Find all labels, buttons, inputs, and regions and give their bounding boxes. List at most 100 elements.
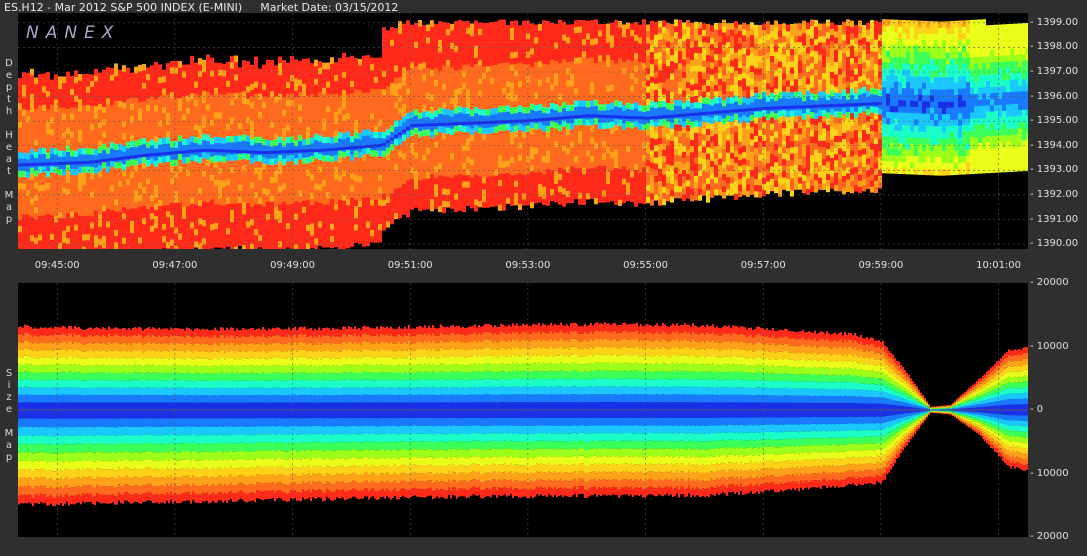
depth-cell	[442, 34, 446, 42]
depth-cell	[282, 195, 286, 202]
depth-cell	[342, 132, 346, 140]
depth-cell	[530, 189, 534, 196]
depth-cell	[250, 224, 254, 232]
depth-cell	[650, 162, 654, 169]
depth-cell	[242, 232, 246, 240]
depth-cell	[118, 88, 122, 95]
depth-cell	[186, 125, 190, 133]
depth-cell	[590, 192, 594, 199]
depth-cell	[414, 151, 418, 159]
depth-cell	[410, 178, 414, 186]
depth-cell	[562, 169, 566, 176]
depth-cell	[174, 110, 178, 117]
depth-cell	[234, 98, 238, 106]
depth-cell	[54, 80, 58, 88]
depth-cell	[534, 129, 538, 136]
depth-cell	[126, 92, 130, 100]
depth-cell	[630, 97, 634, 104]
depth-cell	[314, 219, 318, 227]
depth-cell	[554, 72, 558, 80]
depth-cell	[126, 246, 130, 249]
depth-cell	[558, 38, 562, 45]
depth-cell	[182, 150, 186, 158]
depth-cell	[474, 57, 478, 65]
depth-heat-map-svg	[18, 13, 1028, 249]
depth-cell	[218, 81, 222, 88]
price-mark	[466, 121, 470, 125]
depth-cell	[226, 178, 230, 186]
depth-cell	[110, 203, 114, 210]
depth-cell	[494, 132, 498, 139]
depth-cell	[390, 51, 394, 59]
depth-cell	[218, 111, 222, 119]
depth-cell	[50, 135, 54, 142]
depth-cell	[574, 143, 578, 150]
depth-cell	[450, 152, 454, 160]
depth-cell	[270, 72, 274, 79]
depth-cell	[494, 107, 498, 115]
depth-cell	[394, 144, 398, 152]
depth-cell	[18, 84, 22, 91]
depth-cell	[458, 198, 462, 205]
depth-cell	[402, 60, 406, 68]
depth-cell	[390, 217, 394, 225]
price-mark	[210, 148, 214, 152]
depth-cell	[442, 108, 446, 115]
depth-cell	[134, 134, 138, 141]
depth-cell	[166, 210, 170, 218]
depth-cell	[18, 225, 22, 233]
depth-cell	[494, 70, 498, 78]
depth-cell	[574, 57, 578, 64]
depth-cell	[626, 102, 630, 109]
depth-cell	[614, 124, 618, 132]
depth-cell	[158, 138, 162, 145]
depth-cell	[186, 107, 190, 115]
depth-cell	[258, 160, 262, 168]
depth-cell	[386, 141, 390, 148]
depth-cell	[130, 195, 134, 203]
depth-cell	[478, 126, 482, 134]
depth-cell	[206, 226, 210, 234]
price-mark	[338, 147, 342, 151]
depth-cell	[458, 118, 462, 125]
depth-cell	[118, 124, 122, 132]
depth-cell	[566, 196, 570, 204]
depth-cell	[402, 48, 406, 55]
depth-cell	[570, 67, 574, 74]
depth-cell	[518, 178, 522, 186]
depth-cell	[26, 152, 30, 160]
depth-cell	[130, 115, 134, 123]
depth-cell	[346, 100, 350, 107]
depth-cell	[98, 213, 102, 221]
depth-cell	[62, 131, 66, 139]
depth-cell	[514, 94, 518, 101]
depth-cell	[486, 194, 490, 202]
depth-cell	[278, 87, 282, 94]
depth-cell	[470, 35, 474, 43]
depth-cell	[202, 182, 206, 190]
depth-cell	[414, 133, 418, 141]
depth-cell	[474, 174, 478, 181]
depth-cell	[118, 223, 122, 230]
depth-cell	[70, 149, 74, 157]
depth-cell	[174, 177, 178, 185]
depth-cell	[166, 192, 170, 199]
depth-cell	[122, 243, 126, 249]
depth-cell	[190, 111, 194, 118]
depth-cell	[334, 234, 338, 241]
depth-cell	[582, 149, 586, 156]
depth-cell	[418, 173, 422, 181]
depth-cell	[54, 246, 58, 249]
depth-cell	[190, 191, 194, 198]
depth-cell	[470, 115, 474, 123]
depth-cell	[566, 55, 570, 62]
depth-cell	[570, 141, 574, 148]
depth-cell	[410, 141, 414, 149]
depth-cell	[290, 123, 294, 131]
depth-cell	[550, 127, 554, 134]
depth-cell	[582, 192, 586, 199]
depth-cell	[222, 119, 226, 126]
depth-cell	[270, 139, 274, 147]
depth-cell	[330, 235, 334, 243]
depth-cell	[426, 135, 430, 142]
